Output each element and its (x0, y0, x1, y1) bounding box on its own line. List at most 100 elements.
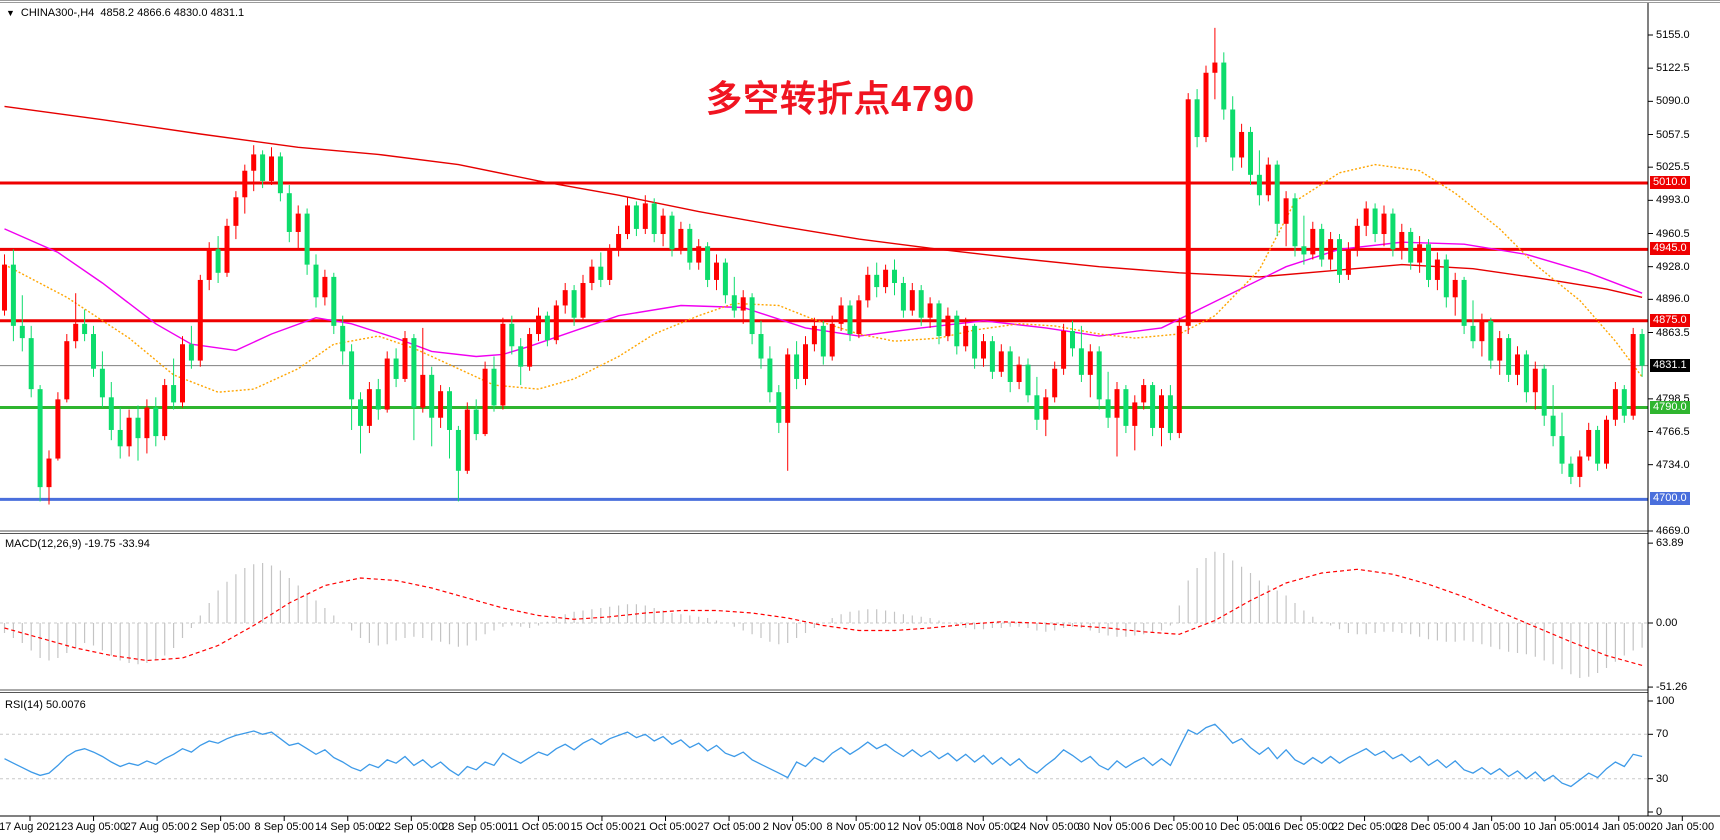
candle-body (135, 417, 141, 439)
date-label: 21 Oct 05:00 (634, 821, 697, 833)
date-label: 2 Sep 05:00 (190, 821, 251, 833)
candle-body (28, 338, 34, 390)
candle-body (536, 315, 541, 335)
candle-body (2, 264, 7, 311)
candle-body (269, 156, 274, 181)
candle-body (402, 338, 408, 379)
date-label: 22 Dec 05:00 (1331, 821, 1398, 833)
candle-body (1265, 164, 1271, 196)
candle-body (1150, 385, 1156, 428)
candle-body (660, 215, 666, 235)
date-label: 11 Oct 05:00 (507, 821, 570, 833)
candle-body (874, 274, 880, 288)
candle-body (553, 305, 559, 341)
candle-body (651, 203, 657, 235)
candle-body (1612, 389, 1618, 420)
candle-body (171, 385, 177, 403)
candle-body (1328, 239, 1334, 260)
candle-body (438, 391, 444, 418)
candle-body (1221, 62, 1227, 110)
candle-body (1061, 330, 1067, 369)
candle-body (1461, 279, 1467, 326)
candle-body (99, 368, 105, 398)
rsi-tick-label: 70 (1656, 728, 1669, 740)
candle-body (1559, 436, 1565, 464)
candle-body (73, 323, 79, 342)
candle-body (794, 354, 800, 379)
date-label: 28 Sep 05:00 (442, 821, 508, 833)
price-tick-label: 5122.5 (1656, 62, 1690, 74)
candle-body (883, 269, 889, 288)
rsi-line (4, 723, 1643, 788)
candle-body (1488, 320, 1494, 361)
macd-indicator-label: MACD(12,26,9) -19.75 -33.94 (5, 538, 150, 550)
candle-body (1007, 351, 1013, 383)
candle-body (945, 315, 951, 337)
candle-body (1248, 131, 1253, 175)
candle-body (669, 215, 675, 250)
candle-body (1630, 334, 1636, 416)
symbol-collapse-icon[interactable]: ▼ (6, 8, 15, 18)
rsi-tick-label: 30 (1656, 773, 1669, 785)
candle-body (500, 323, 506, 406)
candle-body (82, 323, 88, 335)
symbol-timeframe-label: CHINA300-,H4 (20, 7, 95, 19)
date-label: 12 Nov 05:00 (886, 821, 953, 833)
candle-body (838, 305, 844, 324)
candle-body (714, 262, 719, 280)
candle-body (678, 228, 684, 250)
candle-body (892, 269, 897, 284)
macd-tick-label: 0.00 (1656, 617, 1678, 629)
candle-body (491, 368, 497, 406)
candle-body (91, 334, 96, 369)
candle-body (580, 283, 586, 318)
candle-body (349, 351, 355, 400)
candle-body (936, 303, 942, 337)
date-label: 30 Nov 05:00 (1077, 821, 1144, 833)
candle-body (1025, 364, 1031, 396)
candle-body (785, 354, 791, 423)
candle-body (126, 417, 132, 447)
price-level-badge: 4875.0 (1650, 314, 1690, 327)
candle-body (1078, 348, 1084, 375)
candle-body (1141, 385, 1147, 403)
candle-body (37, 389, 43, 488)
candle-body (1426, 244, 1431, 280)
date-label: 18 Nov 05:00 (950, 821, 1016, 833)
candle-body (1443, 259, 1449, 298)
candle-body (589, 266, 595, 284)
date-label: 17 Aug 2021 (0, 821, 61, 833)
candle-body (1185, 99, 1191, 326)
candle-body (1123, 389, 1129, 426)
candle-body (687, 228, 693, 263)
candle-body (1452, 279, 1458, 298)
date-label: 10 Jan 05:00 (1523, 821, 1587, 833)
date-label: 27 Aug 05:00 (124, 821, 190, 833)
candle-body (820, 325, 826, 357)
date-label: 8 Sep 05:00 (254, 821, 314, 833)
candle-body (473, 409, 479, 435)
date-label: 20 Jan 05:00 (1650, 821, 1715, 833)
candle-body (758, 334, 764, 359)
macd-tick-label: 63.89 (1656, 537, 1684, 549)
price-tick-label: 4960.5 (1656, 228, 1690, 240)
candle-body (1470, 325, 1476, 342)
candle-body (340, 325, 346, 352)
date-label: 8 Nov 05:00 (826, 821, 886, 833)
candle-body (1604, 419, 1609, 464)
date-label: 2 Nov 05:00 (762, 821, 823, 833)
candle-body (776, 392, 782, 423)
candle-body (19, 325, 25, 339)
candle-body (260, 154, 266, 181)
candle-body (1016, 364, 1022, 383)
price-tick-label: 4928.0 (1656, 261, 1690, 273)
date-label: 27 Oct 05:00 (697, 821, 761, 833)
candle-body (1586, 429, 1592, 457)
candle-body (722, 262, 728, 296)
date-label: 28 Dec 05:00 (1395, 821, 1461, 833)
candle-body (803, 344, 808, 379)
candle-body (1381, 213, 1387, 235)
candle-body (153, 407, 159, 437)
candle-body (1541, 368, 1547, 416)
